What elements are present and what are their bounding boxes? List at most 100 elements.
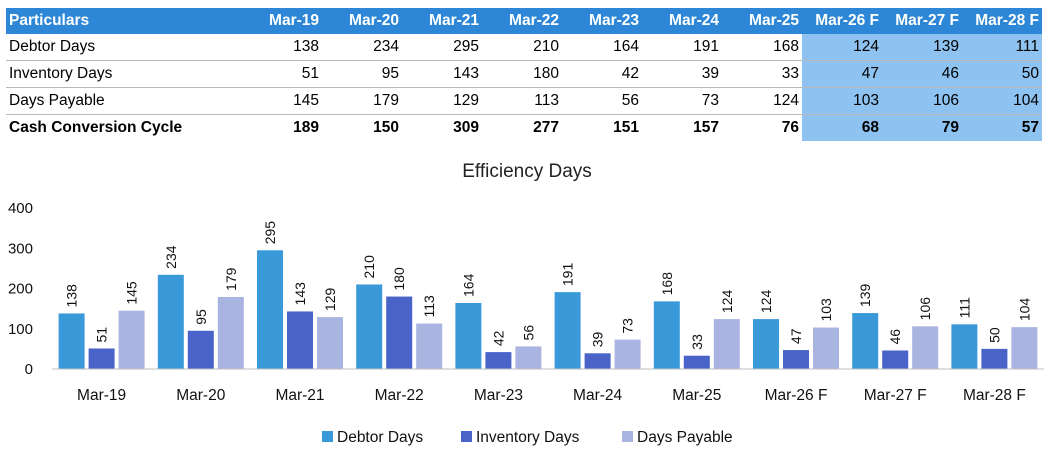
data-label: 73 <box>620 318 636 334</box>
table-cell: 42 <box>562 60 642 88</box>
table-cell: 33 <box>722 60 802 88</box>
bar-debtor-days <box>852 313 879 369</box>
row-label: Cash Conversion Cycle <box>9 119 183 136</box>
bar-inventory-days <box>584 353 611 369</box>
bar-debtor-days <box>554 292 581 369</box>
header-mar-27-f: Mar-27 F <box>882 8 962 34</box>
table-cell: 138 <box>242 34 322 61</box>
data-label: 42 <box>490 330 506 346</box>
data-label: 234 <box>163 245 179 269</box>
x-tick-label: Mar-21 <box>275 387 324 404</box>
y-axis: 0 100 200 300 400 <box>8 200 33 378</box>
x-tick-label: Mar-19 <box>77 387 126 404</box>
row-label: Debtor Days <box>6 34 242 61</box>
y-tick-label: 100 <box>8 321 33 338</box>
data-label: 111 <box>956 297 972 318</box>
table-cell: 76 <box>781 119 799 136</box>
bar-days-payable <box>912 326 939 369</box>
legend-swatch <box>322 431 333 442</box>
row-label: Days Payable <box>6 87 242 115</box>
bar-inventory-days <box>783 350 809 369</box>
data-label: 95 <box>193 309 209 325</box>
header-mar-19: Mar-19 <box>242 8 322 34</box>
data-label: 139 <box>857 283 873 307</box>
table-cell: 129 <box>402 87 482 115</box>
bar-debtor-days <box>157 274 184 369</box>
legend-label: Days Payable <box>637 429 733 446</box>
bar-days-payable <box>416 323 443 369</box>
table-row: Days Payable 145 179 129 113 56 73 124 103 106 104 <box>6 87 1042 115</box>
data-label: 143 <box>292 282 308 306</box>
data-label: 51 <box>94 327 110 343</box>
bar-inventory-days <box>981 348 1008 369</box>
table-cell: 164 <box>562 34 642 61</box>
table-cell: 157 <box>693 119 719 136</box>
table-cell: 68 <box>802 114 882 141</box>
chart-title: Efficiency Days <box>462 161 592 182</box>
header-mar-20: Mar-20 <box>322 8 402 34</box>
bar-debtor-days <box>257 250 283 369</box>
table-cell: 277 <box>533 119 559 136</box>
bar-inventory-days <box>683 355 710 369</box>
table-cell: 124 <box>802 34 882 61</box>
header-mar-22: Mar-22 <box>482 8 562 34</box>
legend: Debtor Days Inventory Days Days Payable <box>322 429 733 446</box>
x-tick-label: Mar-27 F <box>864 387 927 404</box>
x-tick-label: Mar-24 <box>573 387 622 404</box>
table-row: Inventory Days 51 95 143 180 42 39 33 47 46 50 <box>6 60 1042 88</box>
table-cell: 47 <box>802 60 882 88</box>
bar-days-payable <box>515 346 542 369</box>
x-tick-label: Mar-28 F <box>963 387 1026 404</box>
data-label: 210 <box>361 255 377 279</box>
y-tick-label: 300 <box>8 240 33 257</box>
header-mar-21: Mar-21 <box>402 8 482 34</box>
x-tick-label: Mar-20 <box>176 387 225 404</box>
table-cell: 51 <box>242 60 322 88</box>
table-cell: 150 <box>373 119 399 136</box>
bar-inventory-days <box>485 352 512 369</box>
bar-days-payable <box>317 317 343 369</box>
data-label: 129 <box>322 288 338 312</box>
data-label: 104 <box>1016 298 1032 322</box>
table-cell: 113 <box>482 87 562 115</box>
data-label: 145 <box>124 281 140 305</box>
bar-debtor-days <box>753 319 779 369</box>
data-label: 39 <box>590 332 606 348</box>
x-tick-label: Mar-26 F <box>765 387 828 404</box>
bar-inventory-days <box>882 350 909 369</box>
bar-days-payable <box>614 339 641 369</box>
data-label: 103 <box>818 298 834 322</box>
table-cell: 124 <box>722 87 802 115</box>
table-cell: 46 <box>882 60 962 88</box>
data-label: 164 <box>460 273 476 297</box>
table-cell: 295 <box>402 34 482 61</box>
table-cell: 151 <box>613 119 639 136</box>
data-label: 46 <box>887 329 903 345</box>
header-mar-23: Mar-23 <box>562 8 642 34</box>
data-label: 56 <box>520 325 536 341</box>
bar-inventory-days <box>88 348 115 369</box>
y-tick-label: 0 <box>25 361 33 378</box>
header-mar-24: Mar-24 <box>642 8 722 34</box>
bar-inventory-days <box>287 311 313 369</box>
y-tick-label: 400 <box>8 200 33 217</box>
legend-swatch <box>622 431 633 442</box>
efficiency-days-chart: Efficiency Days 0 100 200 300 400 138 51 145 23… <box>8 161 1044 446</box>
table-cell: 210 <box>482 34 562 61</box>
data-label: 113 <box>421 295 437 318</box>
table-cell: 104 <box>962 87 1042 115</box>
table-cell: 106 <box>882 87 962 115</box>
table-cell: 143 <box>402 60 482 88</box>
bar-debtor-days <box>455 302 482 369</box>
table-cell: 139 <box>882 34 962 61</box>
data-label: 191 <box>560 263 576 287</box>
legend-label: Inventory Days <box>476 429 580 446</box>
bar-debtor-days <box>653 301 680 369</box>
table-cell: 179 <box>322 87 402 115</box>
x-axis: Mar-19 Mar-20 Mar-21 Mar-22 Mar-23 Mar-24 Mar-… <box>52 368 1044 404</box>
data-label: 179 <box>223 267 239 291</box>
data-label: 180 <box>391 267 407 291</box>
table-cell: 39 <box>642 60 722 88</box>
data-label: 124 <box>758 290 774 314</box>
table-cell: 73 <box>642 87 722 115</box>
